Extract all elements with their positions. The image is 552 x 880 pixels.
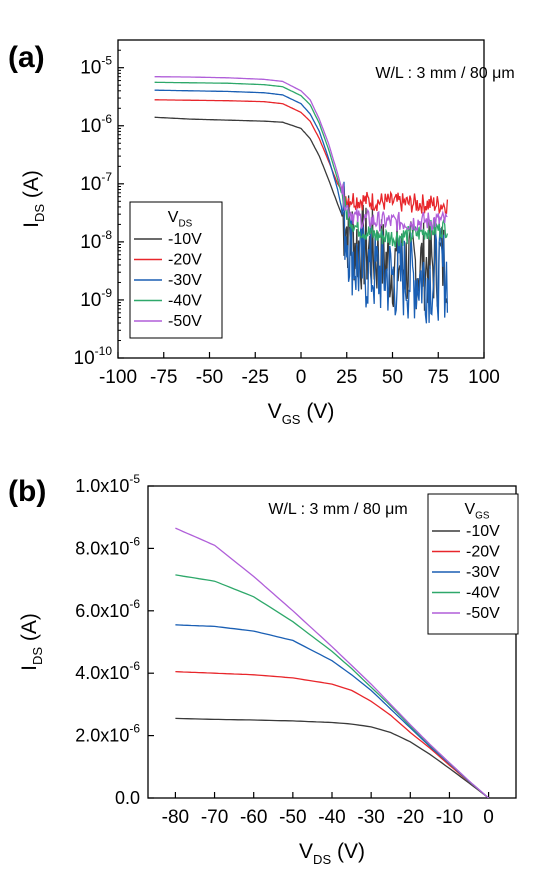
annotation: W/L : 3 mm / 80 μm xyxy=(375,65,514,82)
x-tick-label: 100 xyxy=(468,367,500,388)
x-tick-label: 0 xyxy=(296,367,307,388)
x-tick-label: -75 xyxy=(150,367,177,388)
x-tick-label: -100 xyxy=(99,367,137,388)
legend: VGS -10V -20V -30V -40V -50V xyxy=(427,493,519,635)
panel-label: (b) xyxy=(8,475,46,508)
x-tick-label: 50 xyxy=(382,367,403,388)
y-tick-label: 0.0 xyxy=(115,788,140,808)
x-tick-label: 0 xyxy=(483,807,494,828)
annotation: W/L : 3 mm / 80 μm xyxy=(268,501,407,518)
x-tick-label: -25 xyxy=(242,367,269,388)
legend-label: -40V xyxy=(466,585,500,602)
series-line--50V xyxy=(175,527,490,798)
x-tick-label: -70 xyxy=(201,807,228,828)
series-line--30V xyxy=(154,89,449,324)
legend-label: -20V xyxy=(168,252,202,269)
panel-label: (a) xyxy=(8,41,45,74)
y-axis-label: IDS (A) xyxy=(18,613,45,671)
legend-label: -50V xyxy=(466,605,500,622)
series-line--10V xyxy=(154,116,449,311)
y-tick-label: 8.0x10-6 xyxy=(75,534,140,558)
legend-label: -50V xyxy=(168,313,202,330)
legend-label: -30V xyxy=(466,564,500,581)
legend-box xyxy=(129,201,223,339)
y-tick-label: 4.0x10-6 xyxy=(75,659,140,683)
legend-label: -30V xyxy=(168,272,202,289)
series-line--10V xyxy=(175,717,489,798)
series-line--30V xyxy=(175,624,490,798)
y-axis-label: IDS (A) xyxy=(20,170,47,228)
series-line--50V xyxy=(154,76,448,232)
legend-box xyxy=(427,493,519,635)
legend-label: -10V xyxy=(168,231,202,248)
y-tick-label: 10-9 xyxy=(80,286,112,311)
x-axis-label: VGS (V) xyxy=(268,400,335,427)
legend-label: -40V xyxy=(168,293,202,310)
series-line--40V xyxy=(154,81,449,248)
legend-label: -10V xyxy=(466,523,500,540)
y-tick-label: 10-10 xyxy=(74,344,113,369)
legend: VDS -10V -20V -30V -40V -50V xyxy=(129,201,223,339)
x-tick-label: -10 xyxy=(436,807,463,828)
y-tick-label: 10-5 xyxy=(80,54,112,79)
x-tick-label: -60 xyxy=(240,807,267,828)
y-tick-label: 10-8 xyxy=(80,228,112,253)
y-tick-label: 1.0x10-5 xyxy=(75,472,140,496)
legend-title: VDS xyxy=(168,209,193,229)
legend-label: -20V xyxy=(466,544,500,561)
series-line--20V xyxy=(175,670,490,798)
chart-panel-a: (a) -100 -75 -50 -25 0 25 50 75 100 10-10 10-9 10-8 1… xyxy=(8,39,515,427)
x-tick-label: -50 xyxy=(196,367,223,388)
chart-panel-b: (b) -80 -70 -60 -50 -40 -30 -20 -10 0 0.0 2.0x10-6 4… xyxy=(8,472,519,867)
x-tick-label: -20 xyxy=(397,807,424,828)
x-tick-label: -80 xyxy=(162,807,189,828)
x-axis-label: VDS (V) xyxy=(299,840,365,867)
y-tick-label: 2.0x10-6 xyxy=(75,722,140,746)
series-line--20V xyxy=(154,99,449,216)
y-tick-label: 10-7 xyxy=(80,170,112,195)
legend-title: VGS xyxy=(465,501,490,521)
y-tick-label: 6.0x10-6 xyxy=(75,597,140,621)
x-tick-label: 75 xyxy=(428,367,449,388)
y-tick-label: 10-6 xyxy=(80,112,112,137)
x-tick-label: -50 xyxy=(279,807,306,828)
x-tick-label: 25 xyxy=(336,367,357,388)
x-tick-label: -30 xyxy=(357,807,384,828)
x-tick-label: -40 xyxy=(318,807,345,828)
